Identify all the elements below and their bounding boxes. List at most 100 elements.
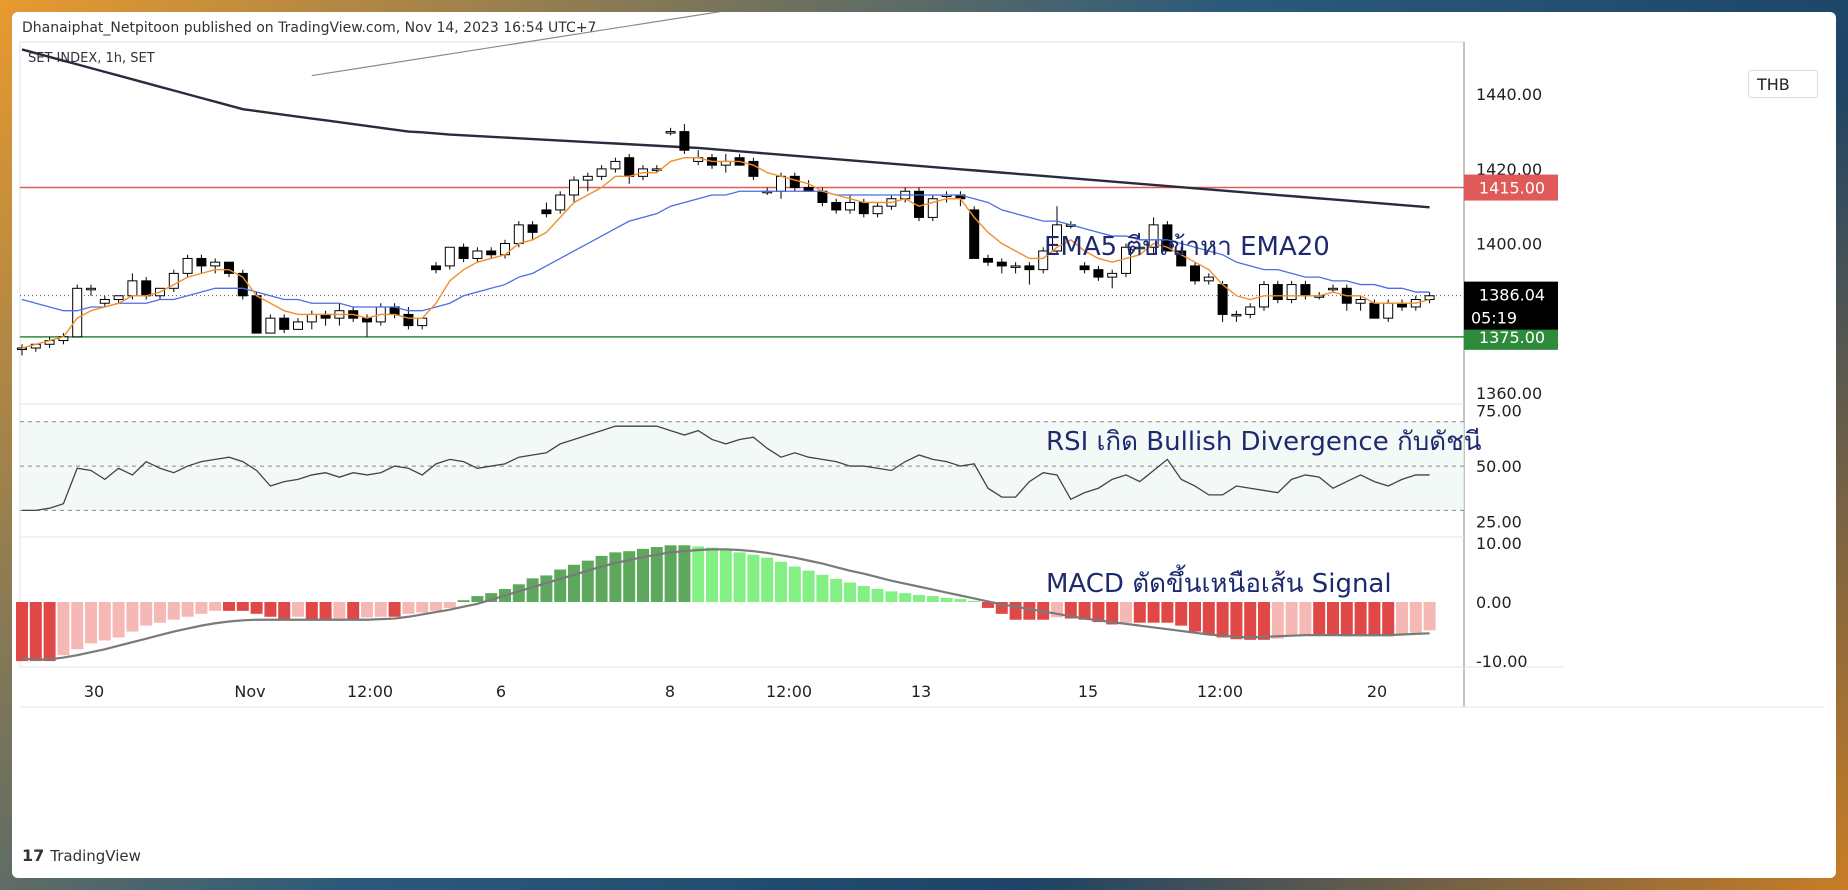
candle	[569, 176, 579, 203]
symbol-label: SET INDEX, 1h, SET	[28, 51, 155, 66]
candle	[86, 284, 96, 296]
candle-body	[1217, 284, 1228, 315]
candle-body	[1355, 299, 1366, 304]
candle	[1286, 280, 1297, 304]
macd-bar	[1189, 602, 1201, 632]
macd-annotation: MACD ตัดขึ้นเหนือเส้น Signal	[1046, 564, 1392, 599]
time-tick-label: 12:00	[347, 682, 393, 701]
candle-body	[996, 261, 1007, 267]
macd-bar	[609, 552, 622, 602]
macd-bar	[1258, 602, 1270, 640]
candle-body	[99, 299, 110, 304]
macd-bar	[140, 602, 153, 626]
candle-body	[1272, 284, 1283, 301]
macd-bar	[1285, 602, 1298, 637]
ema-annotation: EMA5 ตีบเข้าหา EMA20	[1044, 232, 1330, 262]
candle-body	[1093, 269, 1104, 278]
candle-body	[1369, 302, 1380, 319]
candle	[789, 172, 800, 192]
macd-bar	[526, 578, 539, 602]
macd-bar	[637, 548, 649, 602]
candle	[1024, 262, 1035, 285]
candle	[444, 246, 455, 270]
macd-bar	[678, 545, 691, 602]
macd-bar	[167, 602, 180, 620]
candle-body	[86, 287, 96, 291]
macd-bar	[250, 602, 263, 614]
candle	[1203, 273, 1214, 285]
macd-bar	[995, 602, 1008, 614]
candle	[1134, 243, 1145, 251]
candle-body	[1190, 265, 1200, 282]
candle-body	[817, 190, 828, 203]
time-tick-label: 12:00	[766, 682, 812, 701]
candle-body	[1383, 302, 1394, 319]
chart-card: Dhanaiphat_Netpitoon published on Tradin…	[12, 12, 1836, 878]
macd-bar	[305, 602, 318, 620]
tradingview-brand[interactable]: 17 TradingView	[22, 846, 141, 865]
macd-bar	[1009, 602, 1022, 620]
candle-body	[265, 317, 276, 334]
macd-bar	[775, 561, 787, 602]
candle	[596, 165, 607, 181]
candle	[665, 127, 676, 136]
candle	[1341, 284, 1352, 311]
candle-body	[555, 194, 566, 211]
candle-body	[624, 157, 635, 177]
macd-signal-line	[21, 548, 1430, 662]
macd-bar	[1161, 602, 1174, 623]
macd-bar	[43, 602, 56, 662]
candle-body	[1424, 295, 1435, 301]
candle	[99, 295, 110, 307]
macd-bar	[361, 602, 373, 618]
candle-body	[224, 261, 234, 274]
candle	[1397, 299, 1407, 311]
candle	[486, 247, 497, 259]
candle	[927, 195, 938, 222]
macd-bar	[913, 594, 925, 602]
macd-bar	[1244, 602, 1257, 640]
candle	[320, 310, 331, 326]
macd-bar	[16, 602, 28, 662]
candle-body	[858, 201, 869, 215]
candle-body	[1286, 284, 1297, 301]
rsi-annotation: RSI เกิด Bullish Divergence กับดัชนี	[1046, 427, 1482, 457]
candle-body	[1231, 313, 1242, 317]
candle-body	[596, 168, 607, 177]
candle-body	[431, 265, 441, 271]
candle	[1010, 262, 1021, 274]
macd-bar	[844, 582, 856, 602]
macd-tick-label: -10.00	[1476, 652, 1528, 671]
price-tick-label: 1360.00	[1476, 384, 1542, 403]
macd-bar	[664, 545, 677, 602]
candle-body	[872, 205, 883, 215]
macd-bar	[154, 602, 166, 623]
candle	[458, 243, 469, 263]
candle-body	[1010, 265, 1021, 268]
macd-bar	[1133, 602, 1146, 623]
candle	[1176, 247, 1187, 267]
rsi-tick-label: 50.00	[1476, 457, 1522, 476]
currency-selector[interactable]: THB	[1748, 70, 1818, 98]
candle-body	[1052, 224, 1062, 252]
candle-body	[141, 280, 152, 297]
candle-body	[679, 131, 690, 151]
macd-bar	[595, 555, 608, 602]
candle	[293, 318, 303, 330]
candle-body	[444, 246, 455, 267]
candle	[1107, 269, 1118, 289]
macd-bar	[1354, 602, 1367, 637]
chart-canvas[interactable]: SET INDEX, 1h, SET 1440.00 1420.00 1400.00 1…	[12, 12, 1836, 878]
macd-bar	[885, 591, 898, 602]
macd-bar	[581, 560, 594, 602]
candle	[720, 153, 731, 173]
macd-bar	[1175, 602, 1188, 626]
candle	[1300, 280, 1311, 300]
macd-bar	[512, 584, 525, 602]
macd-bar	[1216, 602, 1229, 638]
candle-body	[472, 250, 483, 259]
candle-body	[168, 272, 179, 289]
candle-body	[1300, 284, 1311, 297]
macd-bar	[1106, 602, 1119, 625]
candle	[306, 310, 317, 330]
